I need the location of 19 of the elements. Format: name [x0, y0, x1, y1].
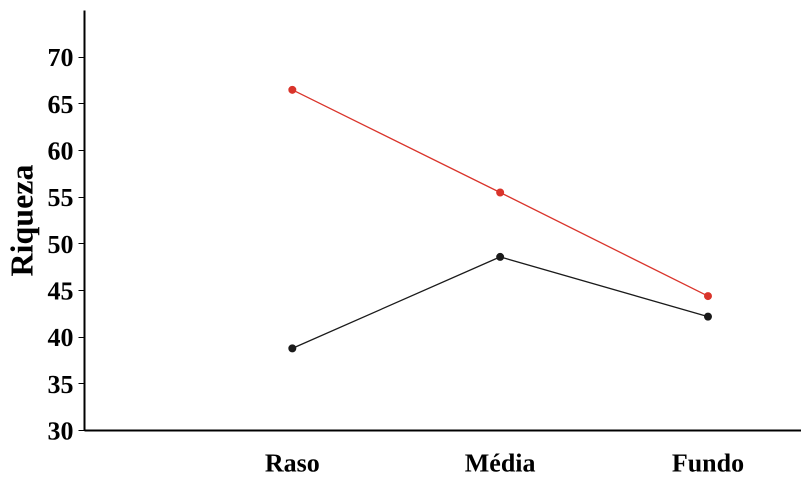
x-tick-label: Média [464, 448, 536, 478]
point [704, 312, 712, 321]
y-tick-label: 55 [48, 183, 74, 212]
y-tick-label: 65 [48, 90, 74, 119]
point [288, 344, 296, 352]
y-axis-title: Riqueza [4, 164, 40, 276]
y-tick-label: 60 [48, 136, 74, 166]
point [288, 86, 296, 94]
y-tick-label: 45 [48, 276, 74, 306]
x-tick-label: Fundo [672, 448, 744, 478]
point [496, 252, 504, 261]
point [496, 188, 504, 196]
y-tick-label: 70 [48, 43, 74, 72]
y-tick-label: 35 [48, 370, 74, 399]
y-tick-label: 50 [48, 230, 74, 259]
y-tick-label: 40 [48, 323, 74, 352]
point [704, 292, 712, 300]
y-tick-label: 30 [48, 416, 74, 446]
x-tick-label: Raso [264, 448, 320, 478]
